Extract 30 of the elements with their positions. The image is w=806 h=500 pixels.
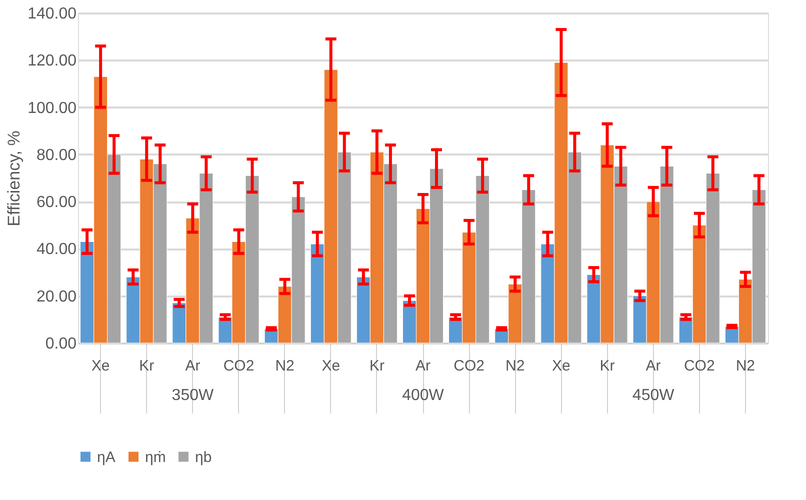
x-tick-label: Ar <box>416 358 431 374</box>
x-tick-label: N2 <box>736 358 756 374</box>
legend-label: ηA <box>97 448 116 466</box>
text: 350W <box>172 387 214 404</box>
x-tick-label: Kr <box>369 358 384 374</box>
x-tick-label: Xe <box>91 358 110 374</box>
x-tick-label: N2 <box>275 358 294 374</box>
x-tick-label: Xe <box>552 358 570 374</box>
x-tick-label: Ar <box>646 358 661 374</box>
y-axis-title: Efficiency, % <box>4 130 24 226</box>
x-tick-label: CO2 <box>684 358 715 374</box>
x-tick-label: CO2 <box>454 358 484 374</box>
x-tick-label: N2 <box>506 358 525 374</box>
y-tick-label: 40.00 <box>36 241 77 258</box>
x-tick-label: Ar <box>185 358 200 374</box>
y-tick-label: 80.00 <box>36 146 77 164</box>
x-tick-label: Kr <box>600 358 615 374</box>
legend-label: ηṁ <box>145 448 166 466</box>
text: 450W <box>632 387 676 404</box>
y-tick-label: 0.00 <box>45 336 77 352</box>
y-tick-label: 20.00 <box>36 288 77 306</box>
x-tick-label: Kr <box>139 358 154 374</box>
y-tick-label: 60.00 <box>36 194 77 212</box>
text: 400W <box>402 387 445 404</box>
y-tick-label: 140.00 <box>28 6 77 22</box>
legend-label: ηb <box>195 448 212 466</box>
y-tick-label: 100.00 <box>28 100 77 117</box>
x-tick-label: CO2 <box>223 358 254 374</box>
x-tick-label: Xe <box>322 358 340 374</box>
y-tick-label: 120.00 <box>28 52 77 70</box>
